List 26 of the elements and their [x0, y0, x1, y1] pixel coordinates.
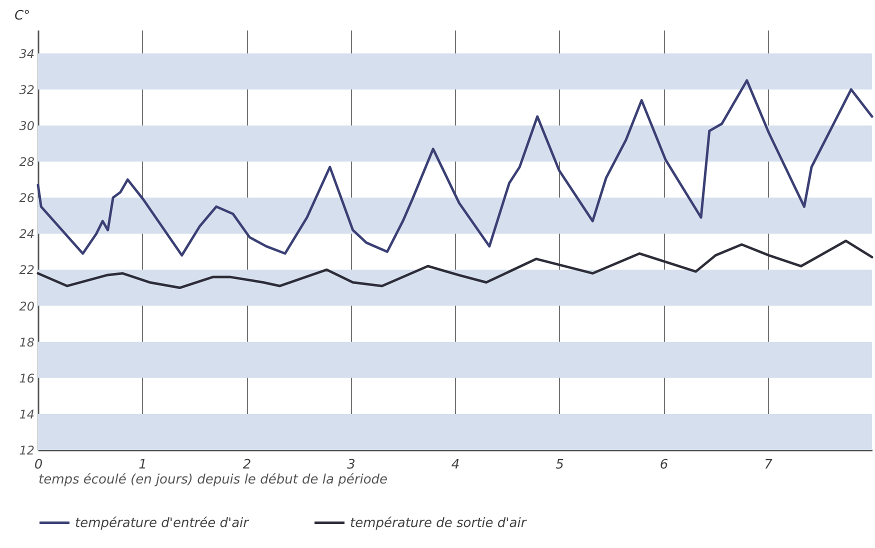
x-tick-label: 2: [242, 458, 252, 472]
x-tick-label: 6: [660, 458, 668, 472]
y-tick-label: 24: [19, 227, 34, 242]
y-tick-label: 22: [19, 263, 34, 278]
legend-label: température d'entrée d'air: [75, 516, 250, 531]
x-tick-label: 3: [347, 458, 356, 472]
y-tick-label: 28: [19, 155, 35, 170]
y-tick-label: 18: [19, 335, 35, 350]
y-tick-label: 16: [19, 371, 35, 386]
line-series: [36, 240, 874, 290]
y-tick-label: 14: [19, 407, 34, 422]
y-tick-label: 30: [19, 119, 35, 134]
y-tick-label: 26: [19, 191, 35, 206]
x-axis-title: temps écoulé (en jours) depuis le début de la période: [38, 472, 388, 488]
x-tick-label: 7: [764, 458, 774, 472]
y-tick-label: 20: [19, 299, 35, 314]
line-series: [36, 79, 874, 257]
x-tick-label: 5: [556, 458, 564, 472]
x-tick-label: 1: [138, 458, 147, 472]
x-tick-label: 0: [34, 458, 43, 472]
y-tick-label: 34: [19, 46, 34, 61]
y-axis-title: C°: [14, 8, 30, 24]
x-tick-label: 4: [451, 458, 460, 472]
legend-label: température de sortie d'air: [350, 516, 528, 531]
y-tick-label: 32: [19, 82, 34, 97]
y-tick-label: 12: [19, 444, 34, 458]
